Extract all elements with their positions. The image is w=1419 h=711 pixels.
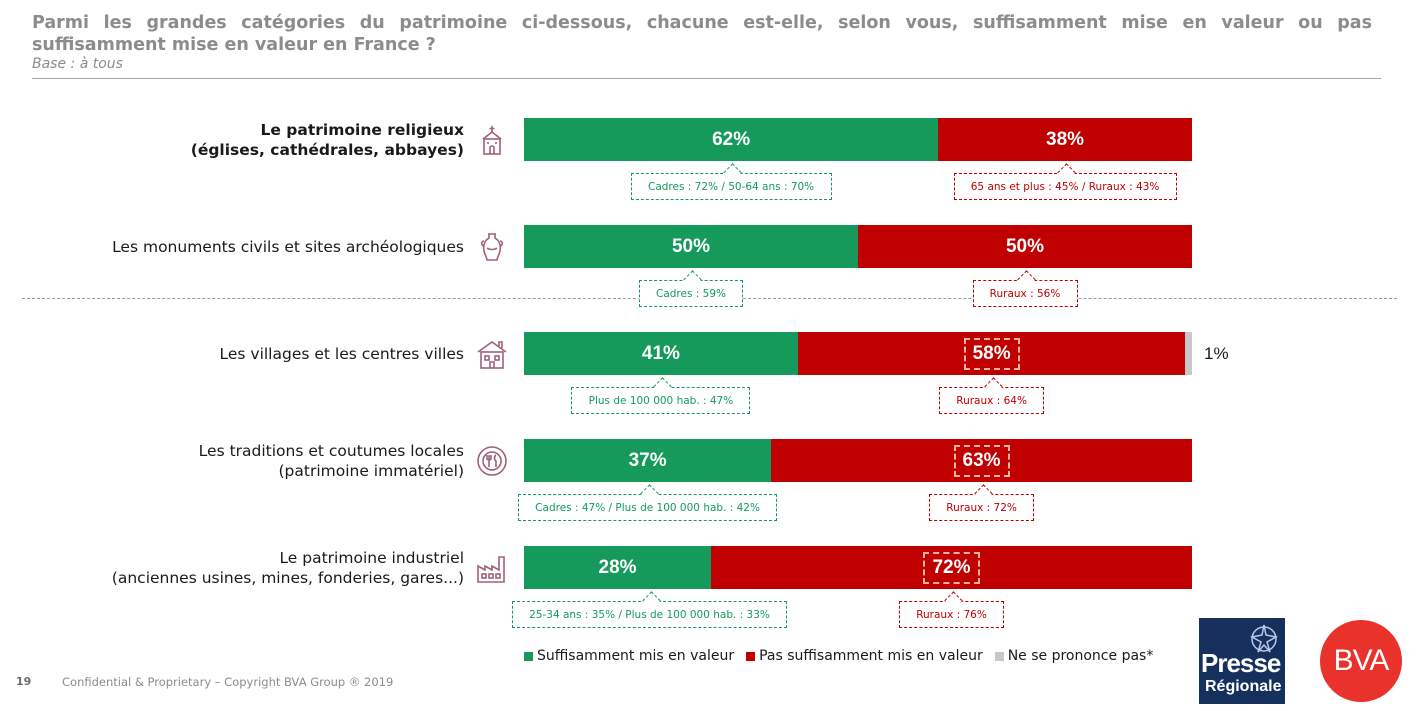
presse-regionale-logo: Presse Régionale	[1199, 618, 1285, 704]
legend-label: Suffisamment mis en valeur	[537, 648, 735, 664]
row-label-line: (patrimoine immatériel)	[278, 461, 464, 480]
chart-legend: Suffisamment mis en valeur Pas suffisamm…	[524, 648, 1153, 664]
bar-segment-pas-suffisamment: 58%	[797, 332, 1186, 375]
data-label-grey: 1%	[1204, 344, 1229, 363]
callout-green-text: Cadres : 47% / Plus de 100 000 hab. : 42…	[535, 501, 760, 514]
row-label: Les villages et les centres villes	[24, 344, 465, 364]
legend-swatch-grey	[994, 651, 1004, 661]
callout-pointer	[653, 377, 672, 396]
row-label: Les monuments civils et sites archéologi…	[24, 237, 464, 257]
bar-segment-suffisamment: 50%	[524, 225, 858, 268]
callout-green: Plus de 100 000 hab. : 47%	[571, 377, 751, 414]
bar-segment-suffisamment: 62%	[524, 118, 939, 161]
data-label-green: 37%	[628, 449, 667, 471]
row-label-line: Les traditions et coutumes locales	[198, 441, 464, 460]
callout-red-text: Ruraux : 76%	[916, 608, 987, 621]
legend-swatch-green	[524, 651, 533, 661]
callout-pointer	[1057, 163, 1076, 182]
chart-title: Parmi les grandes catégories du patrimoi…	[32, 13, 1372, 55]
bar-segment-suffisamment: 41%	[524, 332, 798, 375]
village-house-icon	[474, 336, 510, 372]
callout-pointer	[639, 484, 659, 503]
legend-item-ne-se-prononce-pas: Ne se prononce pas*	[994, 648, 1154, 664]
callout-green-text: 25-34 ans : 35% / Plus de 100 000 hab. :…	[529, 608, 770, 621]
data-label-green: 62%	[712, 128, 751, 150]
row-label: Le patrimoine religieux (églises, cathédr…	[24, 120, 464, 160]
legend-swatch-red	[746, 651, 756, 661]
legend-label: Pas suffisamment mis en valeur	[759, 648, 983, 664]
page-number: 19	[16, 675, 32, 688]
callout-green: Cadres : 72% / 50-64 ans : 70%	[630, 163, 832, 200]
callout-green-text: Plus de 100 000 hab. : 47%	[588, 394, 734, 407]
bar-segment-suffisamment: 28%	[524, 546, 712, 589]
callout-red: Ruraux : 64%	[939, 377, 1045, 414]
bar-segment-ne-se-prononce-pas	[1185, 332, 1192, 375]
callout-red: Ruraux : 56%	[972, 270, 1078, 307]
bar-segment-pas-suffisamment: 38%	[938, 118, 1192, 161]
church-icon	[474, 122, 510, 158]
callout-red-text: Ruraux : 72%	[946, 501, 1017, 514]
row-label-line: Le patrimoine industriel	[279, 548, 464, 567]
chart-subtitle: Base : à tous	[32, 56, 123, 72]
row-label: Le patrimoine industriel (anciennes usine…	[24, 548, 464, 588]
callout-pointer	[983, 377, 1003, 396]
row-label-line: Les monuments civils et sites archéologi…	[112, 237, 464, 256]
legend-item-suffisamment: Suffisamment mis en valeur	[524, 648, 734, 664]
plate-cutlery-icon	[474, 443, 510, 479]
data-label-red: 63%	[953, 444, 1010, 477]
data-label-red: 72%	[923, 551, 980, 584]
bar-segment-suffisamment: 37%	[524, 439, 772, 482]
factory-icon	[474, 550, 510, 586]
data-label-green: 50%	[671, 235, 711, 257]
bar-segment-pas-suffisamment: 50%	[858, 225, 1192, 268]
presse-logo-line1: Presse	[1201, 648, 1281, 678]
callout-red: Ruraux : 72%	[929, 484, 1035, 521]
callout-red: 65 ans et plus : 45% / Ruraux : 43%	[953, 163, 1177, 200]
star-emblem-icon	[1249, 624, 1279, 653]
callout-green-text: Cadres : 72% / 50-64 ans : 70%	[647, 180, 815, 193]
bar-segment-pas-suffisamment: 63%	[771, 439, 1192, 482]
row-label-line: (anciennes usines, mines, fonderies, gar…	[111, 568, 464, 587]
callout-red: Ruraux : 76%	[899, 591, 1005, 628]
callout-pointer	[723, 163, 742, 182]
callout-pointer	[973, 484, 993, 503]
callout-green: Cadres : 59%	[639, 270, 743, 307]
data-label-green: 41%	[641, 342, 680, 364]
copyright-footer: Confidential & Proprietary – Copyright B…	[62, 675, 394, 689]
presse-logo-line2: Régionale	[1205, 678, 1282, 695]
legend-item-pas-suffisamment: Pas suffisamment mis en valeur	[746, 648, 983, 664]
callout-green: Cadres : 47% / Plus de 100 000 hab. : 42…	[518, 484, 778, 521]
data-label-red: 50%	[1005, 235, 1045, 257]
bva-logo: BVA	[1320, 620, 1402, 702]
callout-green-text: Cadres : 59%	[656, 287, 726, 300]
legend-label: Ne se prononce pas*	[1007, 648, 1154, 664]
row-label-line: Le patrimoine religieux	[260, 120, 465, 139]
title-underline	[32, 78, 1381, 79]
callout-green: 25-34 ans : 35% / Plus de 100 000 hab. :…	[512, 591, 787, 628]
row-label-line: Les villages et les centres villes	[219, 344, 465, 363]
data-label-red: 58%	[963, 337, 1020, 370]
callout-red-text: 65 ans et plus : 45% / Ruraux : 43%	[970, 180, 1160, 193]
bar-segment-pas-suffisamment: 72%	[711, 546, 1192, 589]
row-label-line: (églises, cathédrales, abbayes)	[190, 140, 464, 159]
callout-red-text: Ruraux : 64%	[956, 394, 1027, 407]
callout-pointer	[943, 591, 963, 610]
amphora-icon	[474, 229, 510, 265]
data-label-green: 28%	[598, 556, 637, 578]
callout-red-text: Ruraux : 56%	[989, 287, 1061, 300]
callout-pointer	[1017, 270, 1036, 289]
callout-pointer	[641, 591, 661, 610]
callout-pointer	[683, 270, 702, 289]
row-label: Les traditions et coutumes locales (patri…	[24, 441, 464, 481]
data-label-red: 38%	[1046, 128, 1085, 150]
